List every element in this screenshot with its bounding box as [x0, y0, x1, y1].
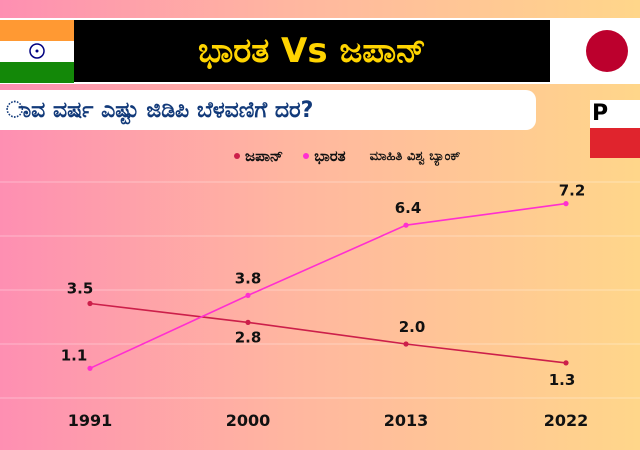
- chart-legend: ಜಪಾನ್ ಭಾರತ ಮಾಹಿತಿ ವಿಶ್ವ ಬ್ಯಾಂಕ್: [234, 146, 460, 166]
- legend-marker-japan: [234, 153, 240, 159]
- legend-item-japan: ಜಪಾನ್: [234, 147, 283, 165]
- data-label: 2.8: [235, 328, 262, 346]
- x-tick-label: 2000: [226, 411, 271, 430]
- logo-text: P: [590, 100, 640, 128]
- data-label: 2.0: [399, 318, 426, 336]
- legend-marker-india: [303, 153, 310, 159]
- data-point: [563, 201, 569, 207]
- data-point: [403, 341, 409, 347]
- legend-label-japan: ಜಪಾನ್: [245, 147, 284, 165]
- data-label: 7.2: [559, 182, 586, 200]
- source-note: ಮಾಹಿತಿ ವಿಶ್ವ ಬ್ಯಾಂಕ್: [369, 148, 461, 164]
- data-label: 1.3: [549, 371, 576, 389]
- page-title: ಭಾರತ Vs ಜಪಾನ್: [197, 31, 427, 71]
- data-label: 3.5: [67, 280, 94, 298]
- data-point: [87, 365, 93, 371]
- logo-red-block: [590, 128, 640, 158]
- data-label: 6.4: [395, 199, 422, 217]
- data-label: 3.8: [235, 269, 262, 287]
- x-tick-label: 2013: [384, 411, 429, 430]
- subtitle-banner: ಾವ ವರ್ಷ ಎಷ್ಟು ಜಿಡಿಪಿ ಬೆಳವಣಿಗೆ ದರ?: [0, 90, 536, 130]
- data-label: 1.1: [61, 346, 88, 364]
- data-point: [87, 300, 93, 307]
- x-tick-label: 2022: [544, 411, 589, 430]
- series-line-0: [89, 302, 567, 364]
- subtitle: ಾವ ವರ್ಷ ಎಷ್ಟು ಜಿಡಿಪಿ ಬೆಳವಣಿಗೆ ದರ?: [6, 97, 314, 123]
- x-tick-label: 1991: [68, 411, 113, 430]
- title-banner: ಭಾರತ Vs ಜಪಾನ್: [74, 20, 550, 82]
- series-line-1: [89, 202, 567, 370]
- legend-item-india: ಭಾರತ: [303, 147, 346, 165]
- japan-flag-icon: [552, 20, 640, 82]
- data-point: [563, 360, 569, 366]
- data-point: [245, 292, 251, 298]
- data-point: [403, 222, 409, 228]
- india-flag-icon: [0, 20, 74, 83]
- legend-label-india: ಭಾರತ: [314, 147, 346, 165]
- channel-logo: P: [590, 100, 640, 158]
- data-point: [245, 319, 251, 325]
